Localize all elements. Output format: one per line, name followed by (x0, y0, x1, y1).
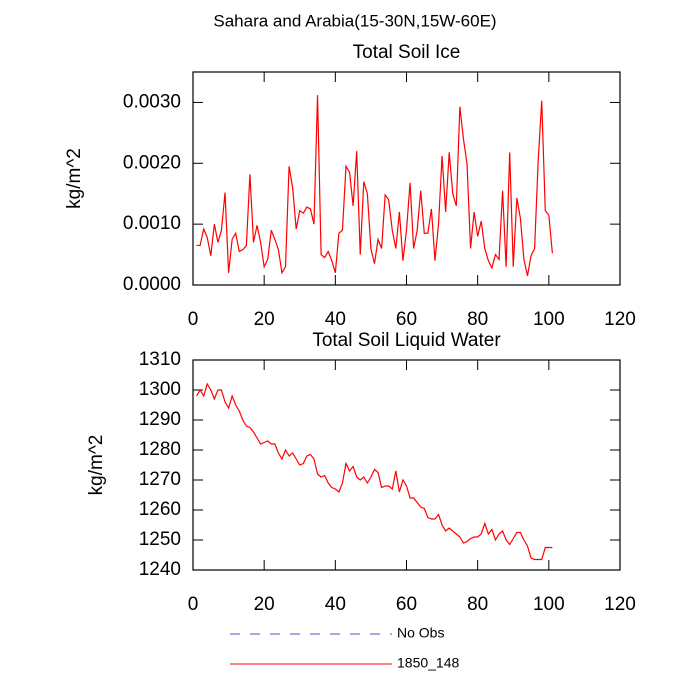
y-tick-label: 0.0030 (123, 91, 181, 112)
x-tick-label: 20 (254, 309, 275, 330)
chart-title: Total Soil Ice (353, 42, 461, 63)
x-tick-label: 20 (254, 594, 275, 615)
plot-frame (192, 359, 621, 571)
data-line (196, 95, 553, 276)
y-tick-label: 1250 (139, 529, 181, 550)
y-tick-label: 1300 (139, 379, 181, 400)
y-tick-label: 0.0020 (123, 152, 181, 173)
y-tick-label: 1240 (139, 559, 181, 580)
suptitle: Sahara and Arabia(15-30N,15W-60E) (213, 11, 496, 30)
x-tick-label: 100 (533, 309, 565, 330)
y-tick-label: 0.0000 (123, 274, 181, 295)
x-tick-label: 80 (467, 594, 488, 615)
plot-frame (192, 71, 621, 286)
y-tick-label: 0.0010 (123, 213, 181, 234)
x-tick-label: 0 (188, 309, 199, 330)
y-tick-label: 1290 (139, 409, 181, 430)
y-tick-label: 1310 (139, 349, 181, 370)
x-tick-label: 120 (604, 309, 636, 330)
x-tick-label: 80 (467, 309, 488, 330)
y-tick-label: 1260 (139, 499, 181, 520)
x-tick-label: 100 (533, 594, 565, 615)
x-tick-label: 60 (396, 594, 417, 615)
legend-label: 1850_148 (397, 655, 460, 671)
x-tick-label: 40 (325, 594, 346, 615)
legend-label: No Obs (397, 625, 444, 641)
x-tick-label: 60 (396, 309, 417, 330)
y-axis-label: kg/m^2 (64, 148, 85, 209)
x-tick-label: 40 (325, 309, 346, 330)
chart-title: Total Soil Liquid Water (312, 330, 501, 351)
data-line (196, 382, 553, 561)
x-tick-label: 120 (604, 594, 636, 615)
y-axis-label: kg/m^2 (86, 435, 107, 496)
x-tick-label: 0 (188, 594, 199, 615)
y-tick-label: 1280 (139, 439, 181, 460)
y-tick-label: 1270 (139, 469, 181, 490)
